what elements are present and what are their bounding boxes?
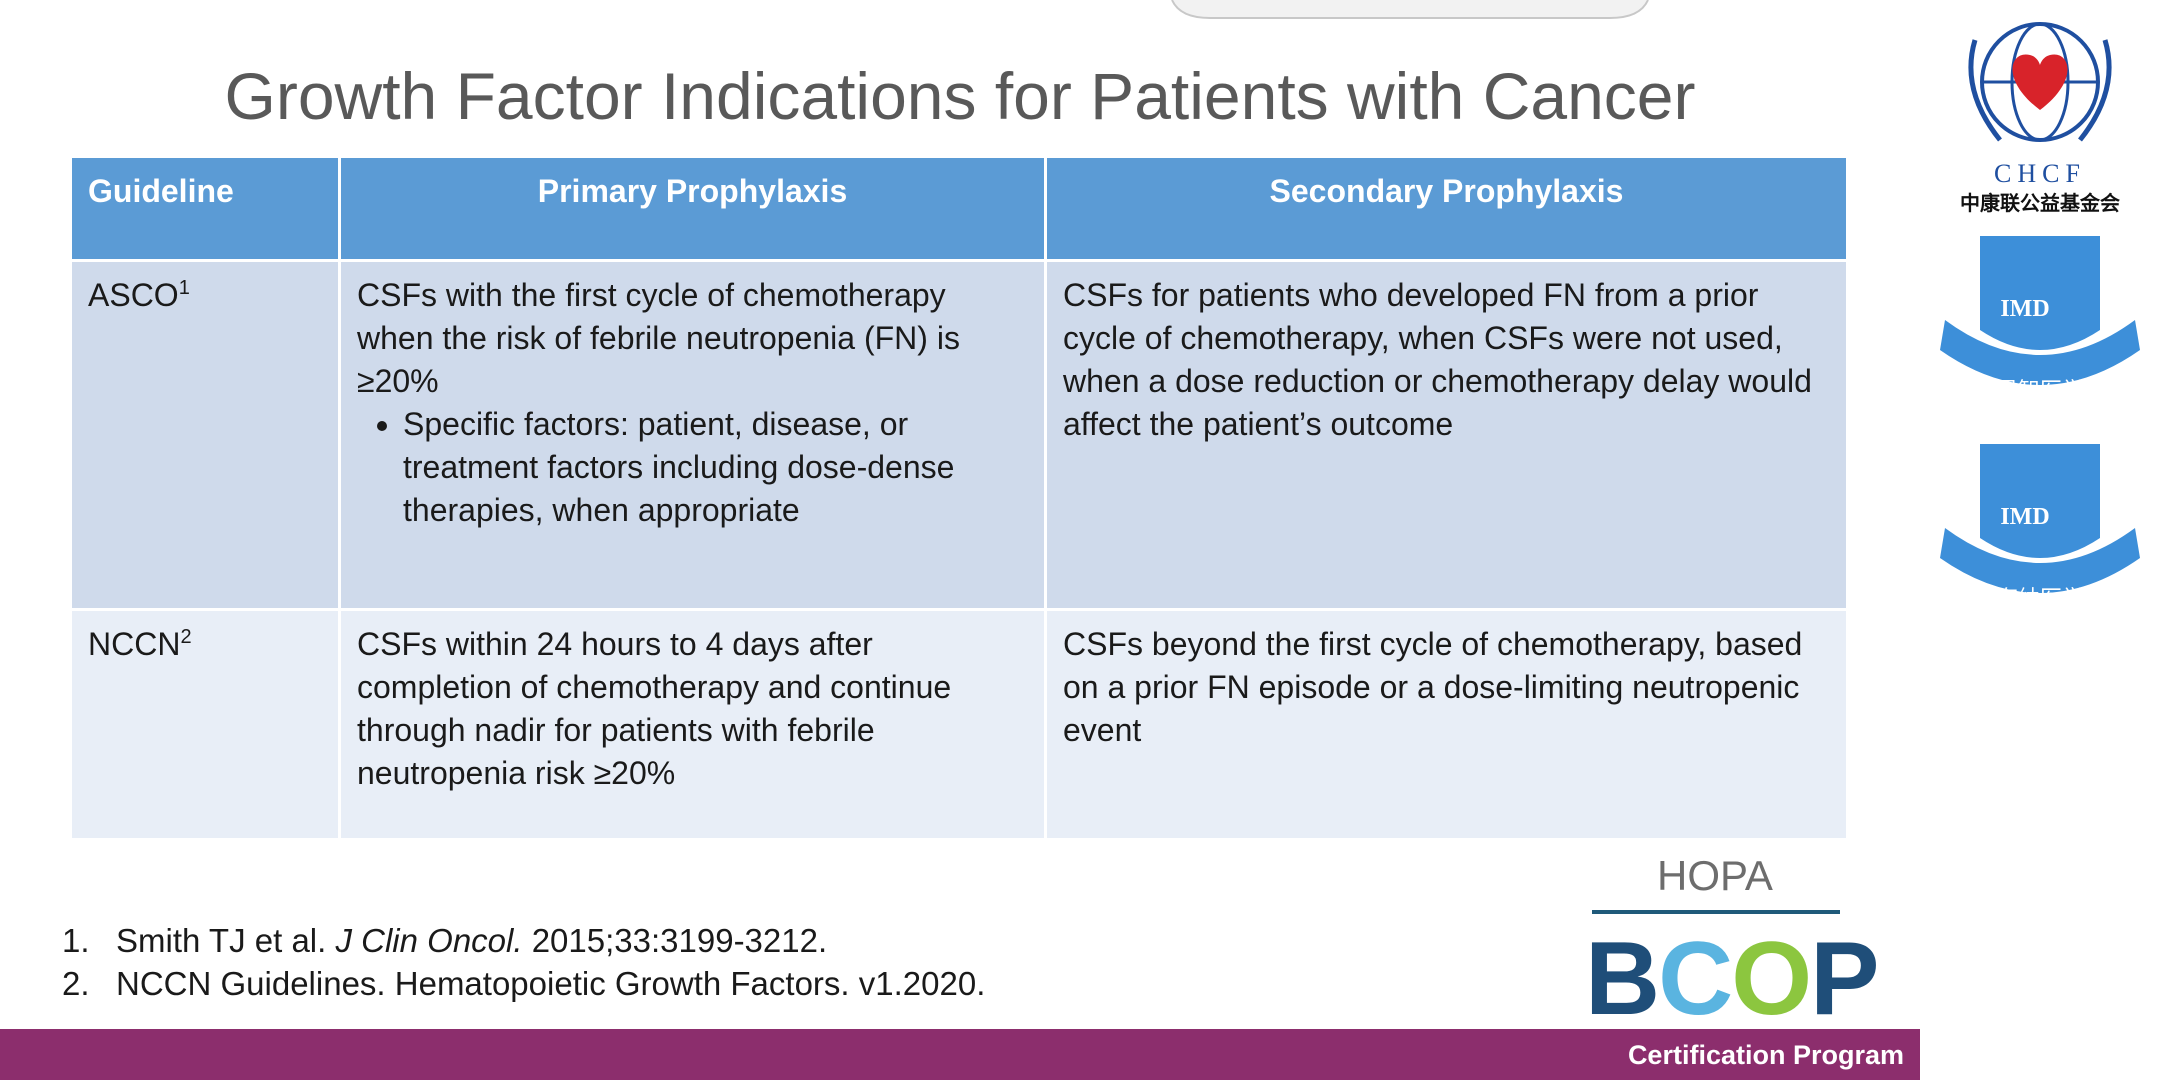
ref-number: 1. [62, 922, 90, 959]
bcop-letter: O [1731, 921, 1812, 1037]
program: Certification Program [1627, 1040, 1904, 1070]
bcop-letter: P [1810, 921, 1879, 1037]
primary-cell: CSFs with the first cycle of chemotherap… [341, 262, 1044, 608]
ref-mark: 2 [180, 626, 192, 648]
hopa: HOPA [1657, 852, 1773, 899]
ref-citation: 2015;33:3199-3212. [531, 922, 828, 959]
footer-bar [0, 1029, 1920, 1080]
chcf-name: 中康联公益基金会 [1960, 191, 2120, 215]
guideline-cell: ASCO1 [72, 262, 338, 608]
slide-title: Growth Factor Indications for Patients w… [224, 59, 1696, 133]
bullet-list: Specific factors: patient, disease, or t… [357, 403, 1028, 532]
secondary-cell: CSFs beyond the first cycle of chemother… [1047, 611, 1846, 838]
bcop: BCOP [1585, 920, 1880, 1039]
ref-author: Smith TJ et al. [116, 922, 327, 959]
reference: 2. NCCN Guidelines. Hematopoietic Growth … [62, 965, 985, 1003]
ref-number: 2. [62, 965, 90, 1002]
ref-journal: J Clin Oncol. [335, 922, 523, 959]
badge-name: 君智医学 [1996, 378, 2084, 403]
chcf: CHCF [1994, 159, 2086, 188]
guideline: NCCN [88, 626, 181, 662]
header-cell: Guideline [72, 158, 338, 259]
divider [1592, 910, 1840, 914]
secondary-cell: CSFs for patients who developed FN from … [1047, 262, 1846, 608]
badge-label: IMD [2000, 296, 2049, 322]
ref-text: NCCN Guidelines. Hematopoietic Growth Fa… [116, 965, 986, 1002]
cell-text: CSFs with the first cycle of chemotherap… [357, 277, 960, 399]
bcop-letter: B [1585, 921, 1660, 1037]
guideline-cell: NCCN2 [72, 611, 338, 838]
ref-mark: 1 [178, 277, 190, 299]
header-cell: Primary Prophylaxis [341, 158, 1044, 259]
primary-cell: CSFs within 24 hours to 4 days after com… [341, 611, 1044, 838]
bcop-letter: C [1658, 921, 1733, 1037]
bullet: Specific factors: patient, disease, or t… [403, 403, 1028, 532]
guideline: ASCO [88, 277, 179, 313]
header-cell: Secondary Prophylaxis [1047, 158, 1846, 259]
sidebar-logos: CHCF 中康联公益基金会 IMD 君智医学 IMD 海纳医学 [1940, 22, 2140, 611]
device-edge [1171, 0, 1649, 19]
badge-label: IMD [2000, 504, 2049, 530]
reference: 1. Smith TJ et al. J Clin Oncol. 2015;33:… [62, 922, 827, 960]
badge-name: 海纳医学 [1996, 586, 2084, 611]
